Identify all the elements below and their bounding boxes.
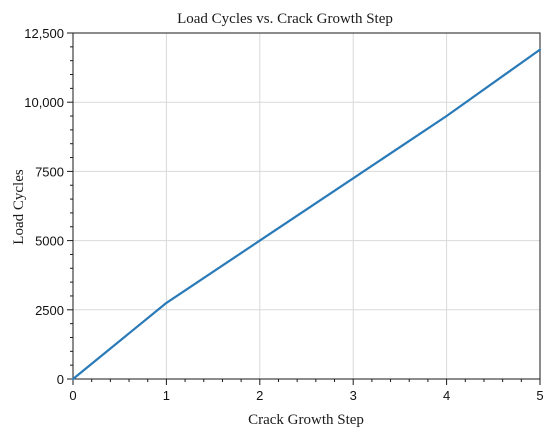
y-tick-label: 10,000: [24, 95, 64, 110]
y-axis-tick-labels: 0 2500 5000 7500 10,000 12,500: [24, 26, 64, 387]
x-tick-label: 5: [536, 388, 543, 403]
x-tick-label: 0: [69, 388, 76, 403]
x-tick-label: 4: [443, 388, 450, 403]
x-axis-tick-labels: 0 1 2 3 4 5: [69, 388, 543, 403]
x-tick-label: 2: [256, 388, 263, 403]
y-tick-label: 2500: [35, 303, 64, 318]
x-tick-label: 3: [350, 388, 357, 403]
y-tick-label: 0: [57, 372, 64, 387]
x-tick-label: 1: [163, 388, 170, 403]
chart-title: Load Cycles vs. Crack Growth Step: [177, 11, 393, 27]
y-tick-label: 5000: [35, 234, 64, 249]
major-ticks: [67, 32, 541, 385]
x-axis-label: Crack Growth Step: [248, 412, 364, 428]
y-axis-label: Load Cycles: [11, 169, 27, 245]
y-tick-label: 7500: [35, 164, 64, 179]
series-line: [71, 48, 542, 381]
y-tick-label: 12,500: [24, 26, 64, 41]
plot-area: [72, 32, 541, 380]
series-layer: [71, 48, 542, 381]
minor-ticks: [70, 46, 522, 382]
grid: [73, 33, 540, 379]
